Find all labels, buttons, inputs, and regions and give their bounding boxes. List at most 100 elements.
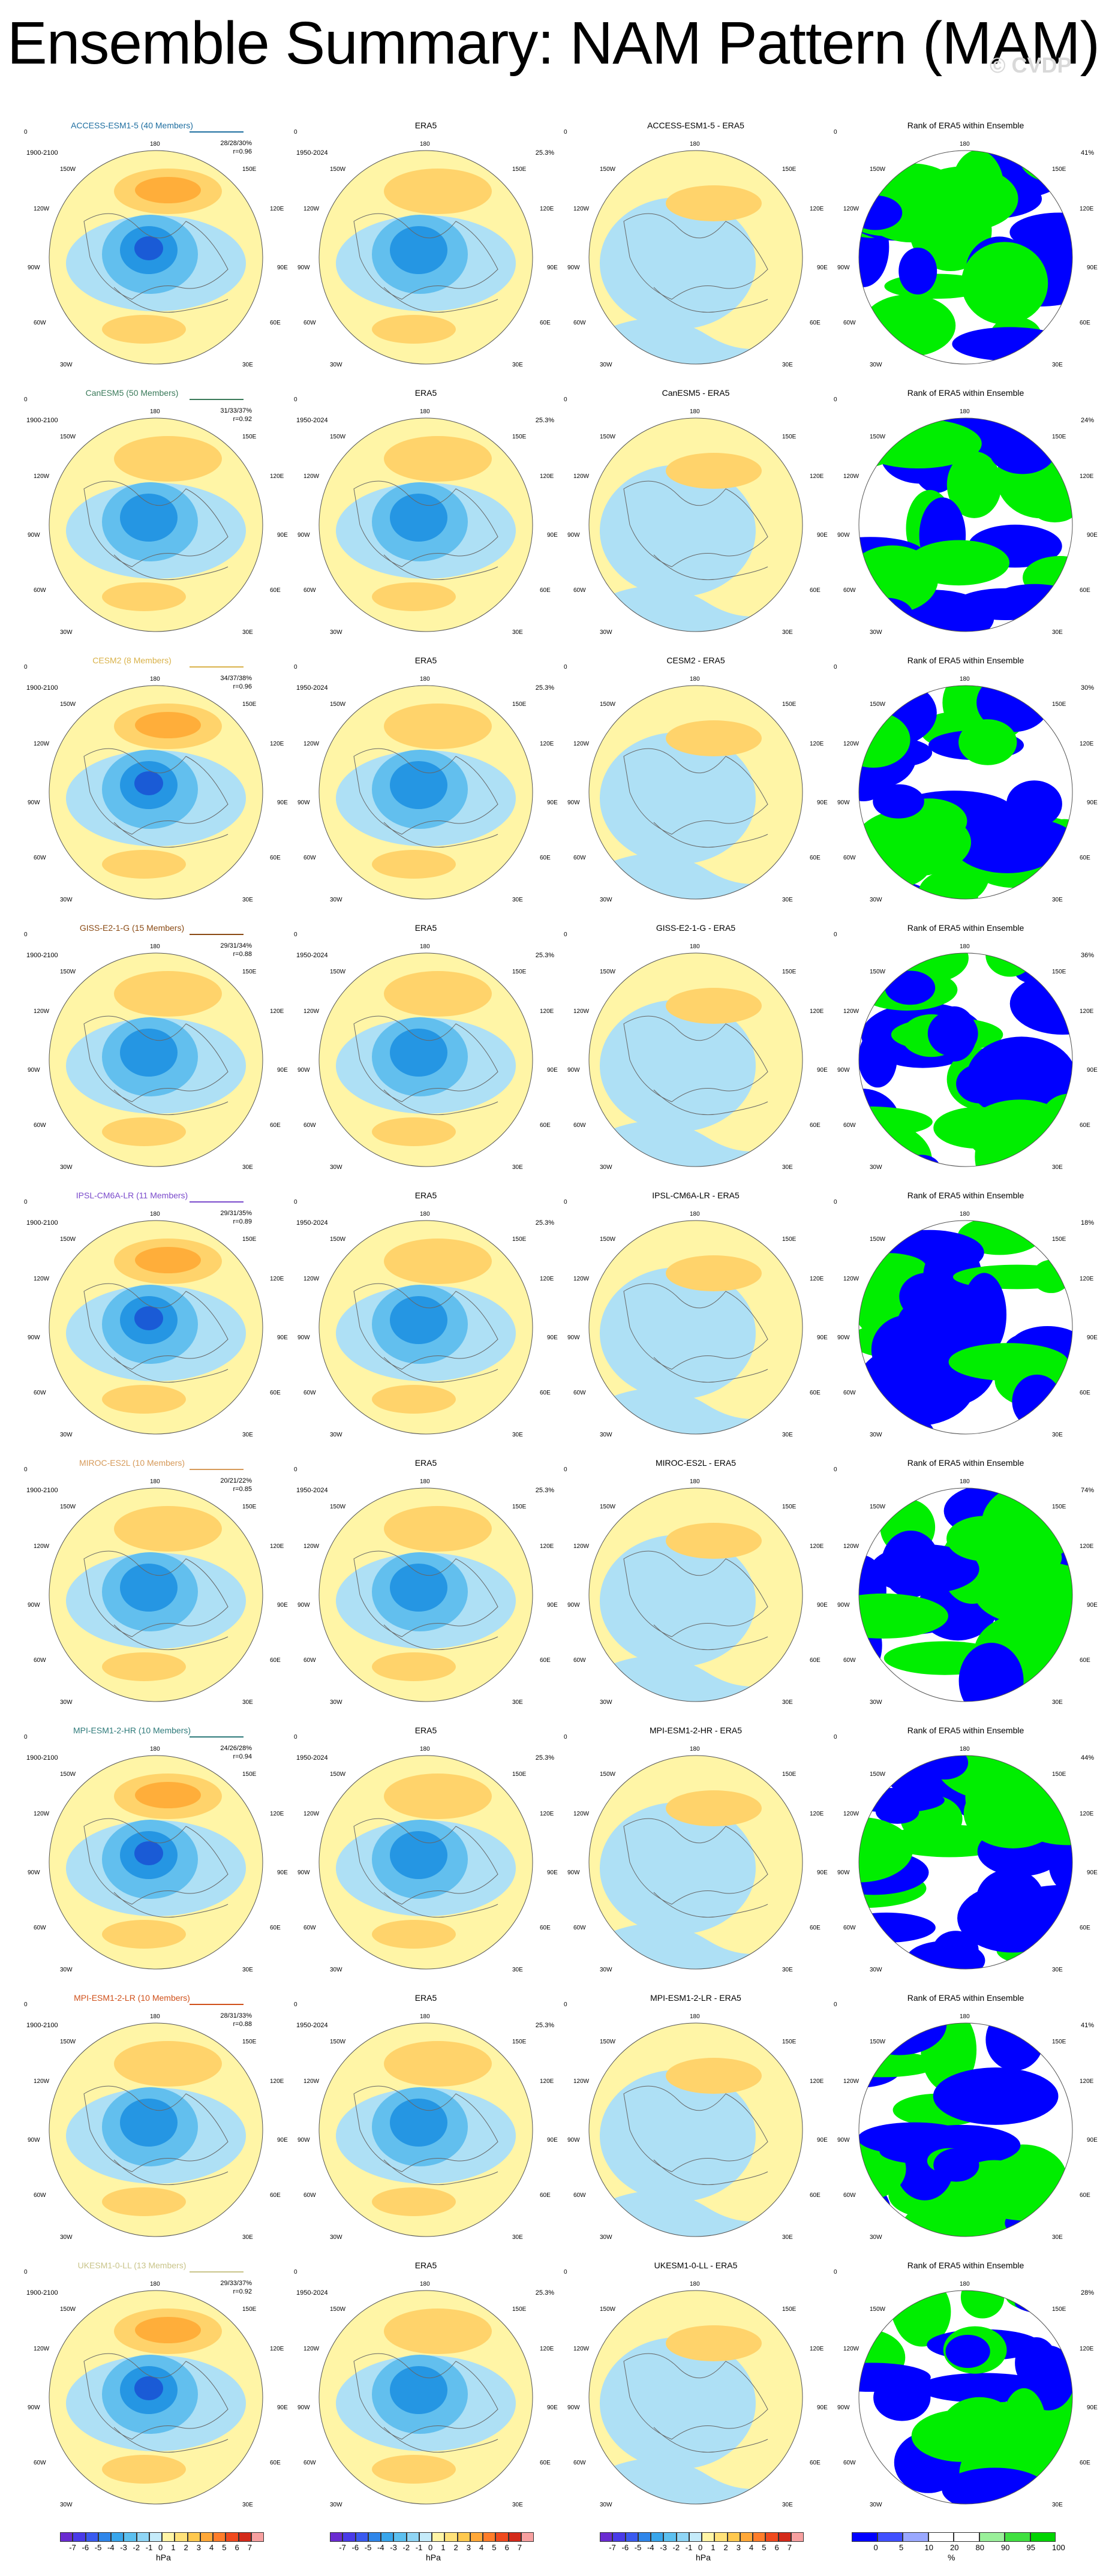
- positive-anomaly: [666, 1790, 762, 1826]
- map-panel: ERA5 1950-2024 25.3% 180 0 150W 120W 90W 60W 30W 1…: [294, 656, 558, 928]
- map-border: [318, 1220, 533, 1435]
- axis-label: 30W: [330, 629, 342, 636]
- map-border: [318, 952, 533, 1167]
- map-border: [588, 1755, 803, 1970]
- axis-label: 90W: [297, 264, 310, 271]
- axis-label: 60E: [1080, 320, 1090, 326]
- rank-region: [1033, 497, 1072, 523]
- pacific-high-core: [135, 1782, 201, 1808]
- map-panel: Rank of ERA5 within Ensemble 41% 180 0 150W 1…: [834, 1993, 1098, 2265]
- axis-label: 120E: [270, 741, 284, 747]
- colorbar-swatch: [444, 2532, 458, 2542]
- rank-region: [921, 1756, 969, 1780]
- axis-label: 30W: [330, 1432, 342, 1438]
- axis-label: 30E: [782, 1432, 793, 1438]
- axis-label: 180: [690, 1746, 700, 1753]
- axis-label: 120E: [270, 473, 284, 480]
- axis-label: 120W: [843, 1276, 859, 1282]
- rank-region: [961, 242, 1048, 325]
- colorbar-swatch: [393, 2532, 407, 2542]
- polar-map: [858, 2290, 1073, 2505]
- map-panel: MPI-ESM1-2-HR (10 Members) 1900-2100 24/26…: [24, 1726, 288, 1998]
- axis-label: 30W: [870, 1432, 882, 1438]
- colorbar-tick: 100: [1052, 2543, 1065, 2552]
- axis-label: 120W: [573, 1543, 590, 1550]
- rank-region: [961, 817, 1072, 865]
- rank-region: [946, 1516, 1023, 1562]
- map-border: [49, 417, 263, 632]
- axis-label: 150W: [60, 166, 76, 173]
- arctic-low-core: [134, 771, 163, 795]
- axis-label: 180: [960, 676, 970, 683]
- axis-label: 120E: [270, 2078, 284, 2085]
- axis-label: 30E: [512, 1432, 523, 1438]
- axis-label: 120W: [573, 1276, 590, 1282]
- axis-label: 90W: [297, 1869, 310, 1876]
- coastline: [383, 287, 498, 313]
- axis-label: 150W: [600, 1771, 616, 1778]
- axis-label: 30W: [600, 1432, 612, 1438]
- axis-label: 30W: [330, 1967, 342, 1973]
- axis-label: 150W: [600, 969, 616, 975]
- axis-label: 90E: [277, 799, 288, 806]
- axis-label: 90E: [547, 2404, 558, 2411]
- colorbar-tick: 3: [196, 2543, 201, 2552]
- axis-label: 150W: [600, 701, 616, 708]
- axis-label: 60E: [540, 1122, 551, 1129]
- panel-title: Rank of ERA5 within Ensemble: [907, 388, 1024, 398]
- axis-label: 60W: [573, 855, 586, 861]
- axis-label: 180: [960, 2281, 970, 2288]
- rank-colorbar: 0 5 10 20 80 90 95 100%: [852, 2532, 1065, 2562]
- rank-region: [933, 2067, 1059, 2125]
- panel-pct: 25.3%: [535, 684, 554, 692]
- axis-label: 60W: [843, 2460, 856, 2466]
- colorbar-tick: -1: [145, 2543, 153, 2552]
- axis-label: 150W: [60, 1504, 76, 1510]
- colorbar-tick: 3: [466, 2543, 471, 2552]
- axis-label: 180: [150, 141, 160, 148]
- panel-pct: 24%: [1080, 417, 1094, 424]
- map-panel: UKESM1-0-LL (13 Members) 1900-2100 29/33/3…: [24, 2261, 288, 2533]
- axis-label: 120E: [1080, 1811, 1094, 1817]
- axis-label: 150E: [1052, 434, 1066, 440]
- coastline: [353, 213, 498, 300]
- axis-label: 90E: [817, 1869, 828, 1876]
- spread-indicator: [190, 392, 244, 400]
- positive-anomaly: [666, 988, 762, 1024]
- colorbar-tick: 2: [453, 2543, 458, 2552]
- axis-label: 150W: [60, 2039, 76, 2045]
- axis-label: 30W: [870, 897, 882, 903]
- polar-map: [318, 1220, 533, 1435]
- panel-title: GISS-E2-1-G (15 Members): [79, 923, 185, 933]
- axis-label: 180: [420, 2013, 430, 2020]
- map-panel: Rank of ERA5 within Ensemble 36% 180 0 150W 1…: [834, 923, 1098, 1195]
- axis-label: 150E: [512, 701, 527, 708]
- axis-label: 90E: [817, 264, 828, 271]
- axis-label: 150E: [242, 969, 257, 975]
- panel-period: 1950-2024: [296, 2022, 328, 2029]
- pattern-correlation: r=0.96: [233, 148, 253, 155]
- map-panel: IPSL-CM6A-LR (11 Members) 1900-2100 29/31/…: [24, 1191, 288, 1463]
- axis-label: 30E: [1052, 1164, 1063, 1171]
- axis-label: 120E: [270, 206, 284, 212]
- colorbar-tick: 2: [723, 2543, 728, 2552]
- colorbar-tick: 5: [899, 2543, 904, 2552]
- axis-label: 150W: [60, 969, 76, 975]
- axis-label: 0: [24, 1199, 28, 1206]
- axis-label: 90W: [297, 532, 310, 539]
- panel-title: Rank of ERA5 within Ensemble: [907, 121, 1024, 130]
- polar-map: [49, 1755, 263, 1970]
- axis-label: 60E: [810, 587, 821, 594]
- atlantic-high: [102, 2455, 186, 2484]
- axis-label: 150W: [60, 701, 76, 708]
- axis-label: 60W: [34, 2460, 46, 2466]
- colorbar-swatch: [200, 2532, 213, 2542]
- axis-label: 90W: [567, 1334, 580, 1341]
- axis-label: 150W: [870, 1771, 886, 1778]
- atlantic-high: [372, 1385, 456, 1414]
- coastline: [653, 1357, 768, 1383]
- polar-map: [49, 685, 263, 900]
- colorbar-swatch: [791, 2532, 804, 2542]
- axis-label: 30W: [870, 629, 882, 636]
- panel-pct: 25.3%: [535, 1219, 554, 1227]
